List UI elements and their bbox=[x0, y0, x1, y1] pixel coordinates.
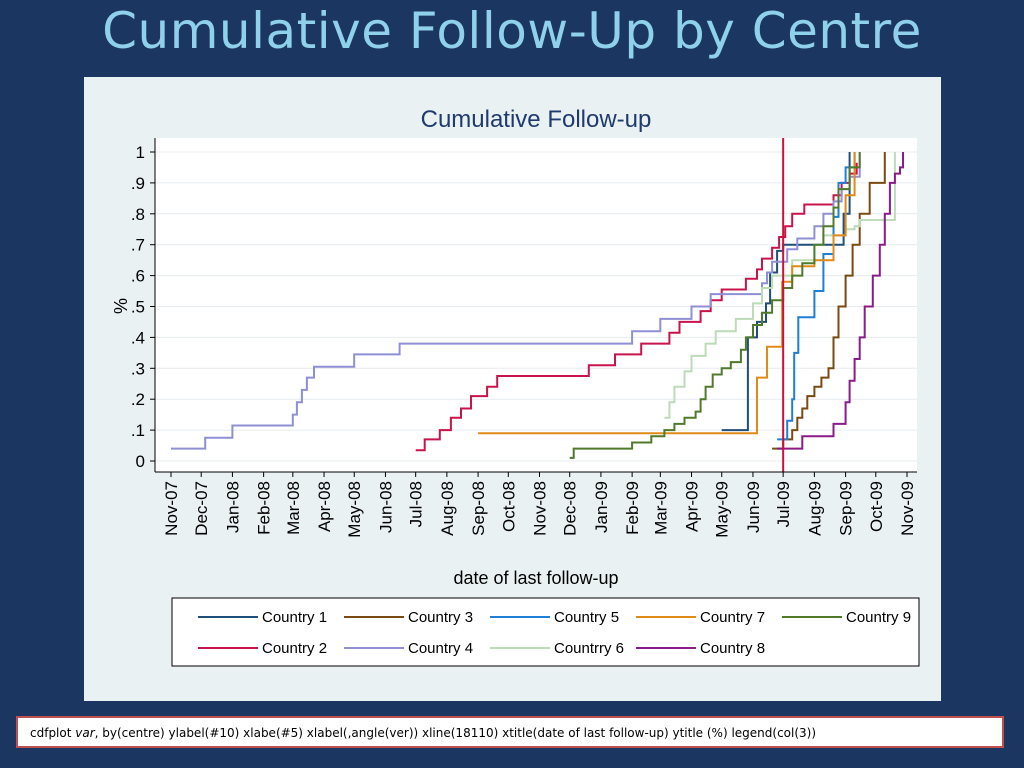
legend-box bbox=[171, 597, 920, 667]
x-tick-label: Apr-09 bbox=[683, 481, 702, 532]
grid-lines bbox=[155, 151, 917, 462]
x-tick-label: Oct-08 bbox=[499, 481, 518, 532]
x-tick-label: Aug-09 bbox=[805, 481, 824, 536]
chart-title: Cumulative Follow-up bbox=[421, 106, 652, 133]
cdf-chart: Cumulative Follow-up % date of last foll… bbox=[111, 106, 920, 667]
series-line-2 bbox=[415, 162, 858, 452]
y-tick-label: .1 bbox=[131, 421, 145, 440]
x-tick-label: Jul-08 bbox=[407, 481, 426, 527]
series-line-7 bbox=[478, 152, 856, 435]
legend-label: Country 1 bbox=[262, 609, 327, 626]
x-tick-label: May-08 bbox=[345, 481, 364, 538]
legend-label: Country 9 bbox=[846, 609, 911, 626]
x-tick-label: Sep-08 bbox=[469, 481, 488, 536]
series-lines bbox=[171, 138, 904, 472]
y-tick-label: .5 bbox=[131, 298, 145, 317]
series-line-9 bbox=[569, 152, 861, 459]
y-axis-title: % bbox=[111, 298, 131, 314]
x-tick-label: Nov-08 bbox=[531, 481, 550, 536]
x-tick-label: May-09 bbox=[713, 481, 732, 538]
series-line-5 bbox=[777, 152, 856, 441]
x-tick-label: Nov-07 bbox=[162, 481, 181, 536]
series-line-6 bbox=[664, 152, 896, 419]
command-options: , by(centre) ylabel(#10) xlabe(#5) xlabe… bbox=[94, 726, 817, 740]
x-tick-label: Sep-09 bbox=[837, 481, 856, 536]
series-line-4 bbox=[171, 152, 861, 450]
y-tick-label: .6 bbox=[131, 267, 145, 286]
command-var: var bbox=[75, 726, 95, 740]
x-tick-label: Aug-08 bbox=[438, 481, 457, 536]
x-tick-label: Apr-08 bbox=[315, 481, 334, 532]
legend-label: Country 2 bbox=[262, 640, 327, 657]
y-tick-label: .3 bbox=[131, 359, 145, 378]
y-tick-label: .2 bbox=[131, 390, 145, 409]
y-tick-label: .9 bbox=[131, 174, 145, 193]
command-box: cdfplot var, by(centre) ylabel(#10) xlab… bbox=[16, 716, 1004, 748]
x-tick-label: Dec-07 bbox=[192, 481, 211, 536]
chart-panel: Cumulative Follow-up % date of last foll… bbox=[84, 77, 941, 701]
x-tick-label: Jun-09 bbox=[744, 481, 763, 533]
axes: 0 .1 .2 .3 .4 .5 .6 .7 .8 .9 1 Nov-07 Dec-07 Jan-08 Fe… bbox=[131, 138, 917, 538]
legend-label: Country 5 bbox=[554, 609, 619, 626]
plot-background bbox=[155, 138, 917, 472]
series-line-3 bbox=[772, 152, 886, 450]
y-tick-label: .7 bbox=[131, 236, 145, 255]
command-name: cdfplot bbox=[30, 726, 72, 740]
y-tick-label: 0 bbox=[136, 452, 145, 471]
x-tick-label: Nov-09 bbox=[898, 481, 917, 536]
x-tick-label: Dec-08 bbox=[561, 481, 580, 536]
x-tick-label: Mar-09 bbox=[651, 481, 670, 535]
x-tick-label: Feb-08 bbox=[255, 481, 274, 535]
x-tick-label: Mar-08 bbox=[284, 481, 303, 535]
y-tick-label: .4 bbox=[131, 328, 145, 347]
y-tick-label: 1 bbox=[136, 143, 145, 162]
x-tick-label: Feb-09 bbox=[623, 481, 642, 535]
legend: Country 1 Country 3 Country 5 Country 7 Coun… bbox=[198, 609, 911, 657]
legend-label: Countrry 6 bbox=[554, 640, 624, 657]
x-axis-title: date of last follow-up bbox=[453, 568, 618, 588]
legend-label: Country 8 bbox=[700, 640, 765, 657]
x-tick-label: Oct-09 bbox=[867, 481, 886, 532]
x-tick-label: Jan-08 bbox=[223, 481, 242, 533]
slide-title: Cumulative Follow-Up by Centre bbox=[102, 2, 922, 60]
x-tick-label: Jan-09 bbox=[592, 481, 611, 533]
y-tick-label: .8 bbox=[131, 205, 145, 224]
x-tick-label: Jun-08 bbox=[376, 481, 395, 533]
series-line-8 bbox=[777, 152, 904, 450]
legend-label: Country 4 bbox=[408, 640, 473, 657]
legend-label: Country 3 bbox=[408, 609, 473, 626]
legend-label: Country 7 bbox=[700, 609, 765, 626]
x-tick-label: Jul-09 bbox=[774, 481, 793, 527]
